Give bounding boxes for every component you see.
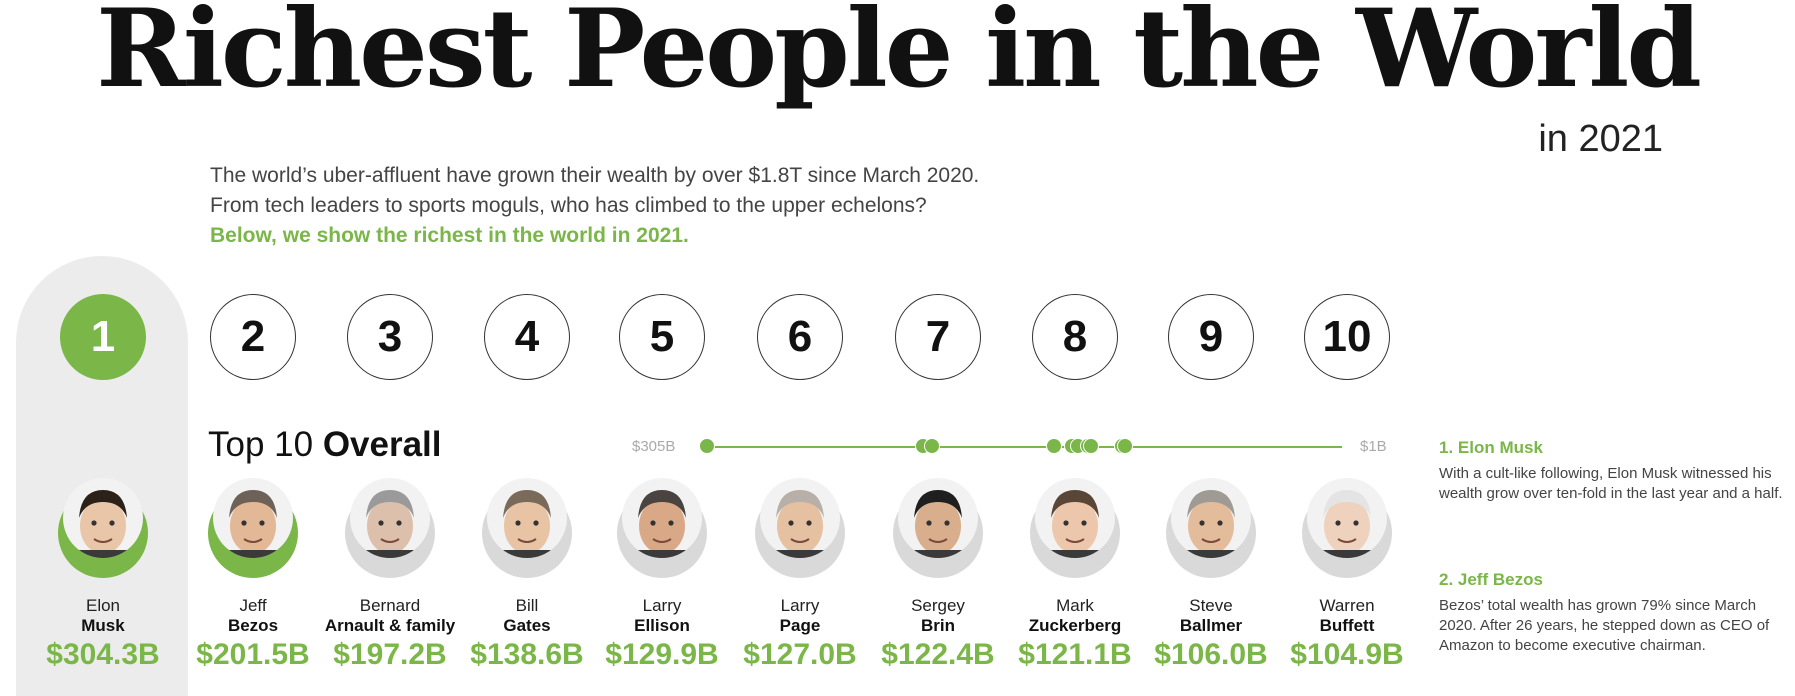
person-portrait-icon bbox=[760, 478, 840, 558]
net-worth-value: $197.2B bbox=[333, 638, 447, 671]
person-portrait-icon bbox=[1035, 478, 1115, 558]
section-title-light: Top 10 bbox=[208, 425, 323, 464]
note-2-body: Bezos’ total wealth has grown 79% since … bbox=[1439, 597, 1770, 654]
net-worth-value: $106.0B bbox=[1154, 638, 1268, 671]
person-portrait-icon bbox=[622, 478, 702, 558]
scale-dot-1 bbox=[699, 438, 716, 454]
scale-dot-8 bbox=[1082, 438, 1099, 454]
scale-dot-4 bbox=[1046, 438, 1063, 454]
net-worth-value: $129.9B bbox=[605, 638, 719, 671]
person-first-name: Sergey bbox=[911, 596, 965, 615]
scale-max-label: $305B bbox=[632, 438, 676, 455]
person-last-name: Brin bbox=[921, 616, 955, 635]
rank-badge-6: 6 bbox=[757, 294, 843, 380]
note-1-heading: 1. Elon Musk bbox=[1439, 438, 1543, 457]
intro-line-2: From tech leaders to sports moguls, who … bbox=[210, 194, 927, 217]
page-title: Richest People in the World bbox=[96, 0, 1702, 112]
scale-dot-10 bbox=[1116, 438, 1133, 454]
net-worth-value: $122.4B bbox=[881, 638, 995, 671]
net-worth-value: $121.1B bbox=[1018, 638, 1132, 671]
rank-badge-8: 8 bbox=[1032, 294, 1118, 380]
rank-badge-10: 10 bbox=[1304, 294, 1390, 380]
person-last-name: Arnault & family bbox=[324, 616, 456, 635]
person-first-name: Larry bbox=[780, 596, 820, 615]
person-portrait-icon bbox=[487, 478, 567, 558]
rank-badge-2: 2 bbox=[210, 294, 296, 380]
net-worth-value: $201.5B bbox=[196, 638, 310, 671]
net-worth-value: $104.9B bbox=[1290, 638, 1404, 671]
net-worth-value: $304.3B bbox=[46, 638, 160, 671]
person-portrait-icon bbox=[63, 478, 143, 558]
person-portrait-icon bbox=[1307, 478, 1387, 558]
person-last-name: Buffett bbox=[1319, 616, 1375, 635]
person-portrait-icon bbox=[350, 478, 430, 558]
person-last-name: Bezos bbox=[227, 616, 279, 635]
person-first-name: Elon bbox=[85, 596, 121, 615]
person-last-name: Musk bbox=[81, 616, 125, 635]
intro-highlight: Below, we show the richest in the world … bbox=[210, 224, 689, 247]
person-portrait-icon bbox=[1171, 478, 1251, 558]
person-portrait-icon bbox=[898, 478, 978, 558]
rank-badge-7: 7 bbox=[895, 294, 981, 380]
note-2-heading: 2. Jeff Bezos bbox=[1439, 570, 1543, 589]
rank-badge-5: 5 bbox=[619, 294, 705, 380]
scale-line bbox=[706, 446, 1342, 448]
person-first-name: Bernard bbox=[359, 596, 421, 615]
person-last-name: Gates bbox=[503, 616, 551, 635]
person-last-name: Ballmer bbox=[1179, 616, 1243, 635]
person-first-name: Jeff bbox=[239, 596, 267, 615]
person-first-name: Steve bbox=[1189, 596, 1233, 615]
person-last-name: Ellison bbox=[634, 616, 690, 635]
scale-min-label: $1B bbox=[1360, 438, 1387, 455]
rank-badge-4: 4 bbox=[484, 294, 570, 380]
person-first-name: Mark bbox=[1056, 596, 1094, 615]
net-worth-value: $127.0B bbox=[743, 638, 857, 671]
scale-dot-3 bbox=[923, 438, 940, 454]
person-first-name: Larry bbox=[642, 596, 682, 615]
net-worth-value: $138.6B bbox=[470, 638, 584, 671]
person-first-name: Bill bbox=[515, 596, 539, 615]
title-year: in 2021 bbox=[1538, 118, 1663, 160]
person-last-name: Page bbox=[779, 616, 821, 635]
person-last-name: Zuckerberg bbox=[1028, 616, 1122, 635]
section-title-bold: Overall bbox=[322, 425, 442, 464]
person-first-name: Warren bbox=[1319, 596, 1375, 615]
intro-line-1: The world’s uber-affluent have grown the… bbox=[210, 164, 980, 187]
rank-badge-1: 1 bbox=[60, 294, 146, 380]
person-portrait-icon bbox=[213, 478, 293, 558]
section-title: Top 10 Overall bbox=[208, 425, 442, 465]
rank-badge-9: 9 bbox=[1168, 294, 1254, 380]
rank-badge-3: 3 bbox=[347, 294, 433, 380]
note-1-body: With a cult-like following, Elon Musk wi… bbox=[1439, 465, 1783, 502]
